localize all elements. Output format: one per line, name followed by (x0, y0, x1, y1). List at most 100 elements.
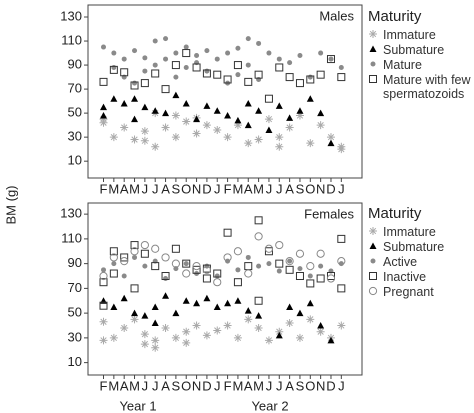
point (337, 284, 346, 293)
x-tick-label: A (161, 378, 170, 393)
point (264, 244, 274, 253)
point (266, 50, 272, 56)
x-tick-label: A (244, 378, 253, 393)
x-tick-label: S (172, 181, 181, 196)
series (100, 292, 335, 344)
point (297, 266, 303, 272)
legend-swatch (368, 286, 378, 296)
point (182, 49, 191, 58)
point (151, 319, 159, 327)
point (140, 240, 149, 250)
point (370, 61, 376, 67)
point (101, 267, 107, 273)
point (295, 249, 305, 258)
legend-swatch (369, 227, 377, 235)
point (223, 75, 232, 84)
point (99, 336, 108, 345)
point (130, 315, 139, 324)
point (223, 321, 232, 330)
point (337, 321, 346, 330)
y-tick-label: 130 (60, 8, 82, 23)
x-tick-label: N (192, 181, 201, 196)
point (213, 269, 222, 278)
point (233, 247, 243, 256)
point (131, 115, 139, 123)
point (275, 331, 283, 339)
point (173, 74, 179, 80)
point (295, 333, 304, 342)
x-tick-label: S (172, 378, 181, 393)
point (132, 48, 138, 54)
plot-frame (87, 4, 363, 179)
point (256, 263, 262, 269)
point (120, 253, 129, 262)
point (266, 261, 272, 267)
point (99, 271, 108, 281)
legend-item: Pregnant (368, 285, 472, 299)
legend-swatch (369, 272, 377, 280)
point (306, 299, 314, 307)
point (285, 257, 294, 266)
point (245, 254, 251, 260)
point (254, 135, 263, 144)
point (141, 312, 149, 319)
point (328, 56, 334, 62)
point (233, 121, 242, 130)
point (276, 268, 282, 274)
x-tick-label: A (244, 181, 253, 196)
point (369, 75, 377, 83)
x-tick-label: J (266, 181, 273, 196)
point (194, 52, 200, 58)
point (111, 50, 117, 56)
point (101, 44, 107, 50)
point (327, 336, 335, 344)
point (140, 136, 149, 145)
point (254, 323, 263, 332)
point (213, 70, 222, 79)
y-tick-label: 90 (68, 255, 82, 270)
point (171, 61, 180, 70)
point (306, 279, 315, 288)
point (162, 292, 170, 299)
point (256, 40, 262, 46)
point (99, 278, 108, 287)
point (131, 309, 139, 317)
x-tick-label: N (192, 378, 201, 393)
point (285, 265, 294, 274)
point (326, 55, 335, 64)
point (275, 259, 284, 268)
point (306, 262, 315, 271)
point (368, 286, 378, 296)
point (204, 48, 210, 54)
point (244, 262, 253, 271)
legend-swatch (369, 30, 377, 38)
point (234, 116, 242, 124)
point (317, 322, 325, 329)
point (296, 309, 304, 317)
y-tick-label: 110 (61, 32, 82, 47)
point (130, 247, 139, 256)
point (110, 95, 118, 102)
point (204, 68, 210, 74)
point (316, 70, 325, 79)
point (337, 234, 346, 243)
point (326, 274, 336, 283)
point (285, 123, 294, 132)
point (182, 269, 191, 278)
x-tick-label: A (120, 378, 129, 393)
point (193, 299, 201, 307)
x-tick-label: J (142, 181, 149, 196)
y-tick-label: 50 (68, 305, 82, 320)
point (214, 56, 220, 62)
x-tick-label: A (120, 181, 129, 196)
x-tick-label: N (316, 181, 325, 196)
legend: Maturity Immature Submature Active Inactive P… (368, 205, 472, 300)
point (120, 100, 128, 107)
point (254, 70, 263, 79)
x-tick-label: J (214, 378, 221, 393)
point (286, 303, 294, 310)
point (233, 61, 242, 70)
legend-label: Submature (383, 43, 445, 57)
point (223, 133, 232, 142)
